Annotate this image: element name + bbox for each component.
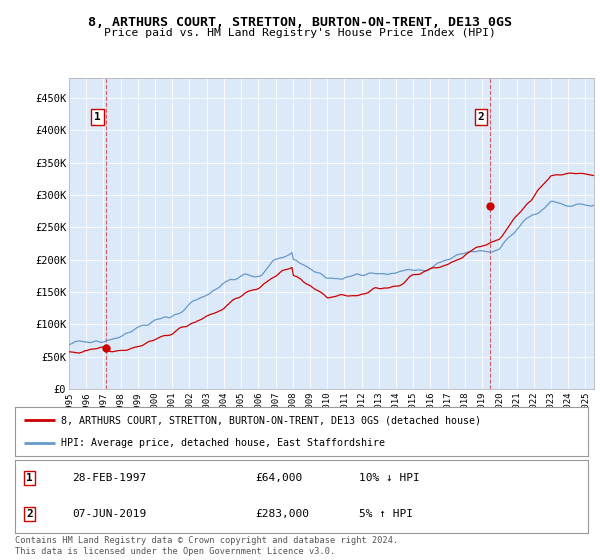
Text: 1: 1 bbox=[94, 112, 101, 122]
Text: £64,000: £64,000 bbox=[256, 473, 303, 483]
Text: 28-FEB-1997: 28-FEB-1997 bbox=[73, 473, 146, 483]
Text: 8, ARTHURS COURT, STRETTON, BURTON-ON-TRENT, DE13 0GS: 8, ARTHURS COURT, STRETTON, BURTON-ON-TR… bbox=[88, 16, 512, 29]
Text: Price paid vs. HM Land Registry's House Price Index (HPI): Price paid vs. HM Land Registry's House … bbox=[104, 28, 496, 38]
Text: £283,000: £283,000 bbox=[256, 509, 310, 519]
Text: 2: 2 bbox=[478, 112, 485, 122]
Text: 1: 1 bbox=[26, 473, 33, 483]
Text: 10% ↓ HPI: 10% ↓ HPI bbox=[359, 473, 419, 483]
Text: 07-JUN-2019: 07-JUN-2019 bbox=[73, 509, 146, 519]
Text: 2: 2 bbox=[26, 509, 33, 519]
Text: 8, ARTHURS COURT, STRETTON, BURTON-ON-TRENT, DE13 0GS (detached house): 8, ARTHURS COURT, STRETTON, BURTON-ON-TR… bbox=[61, 416, 481, 426]
Text: Contains HM Land Registry data © Crown copyright and database right 2024.
This d: Contains HM Land Registry data © Crown c… bbox=[15, 536, 398, 556]
Text: HPI: Average price, detached house, East Staffordshire: HPI: Average price, detached house, East… bbox=[61, 438, 385, 448]
Text: 5% ↑ HPI: 5% ↑ HPI bbox=[359, 509, 413, 519]
